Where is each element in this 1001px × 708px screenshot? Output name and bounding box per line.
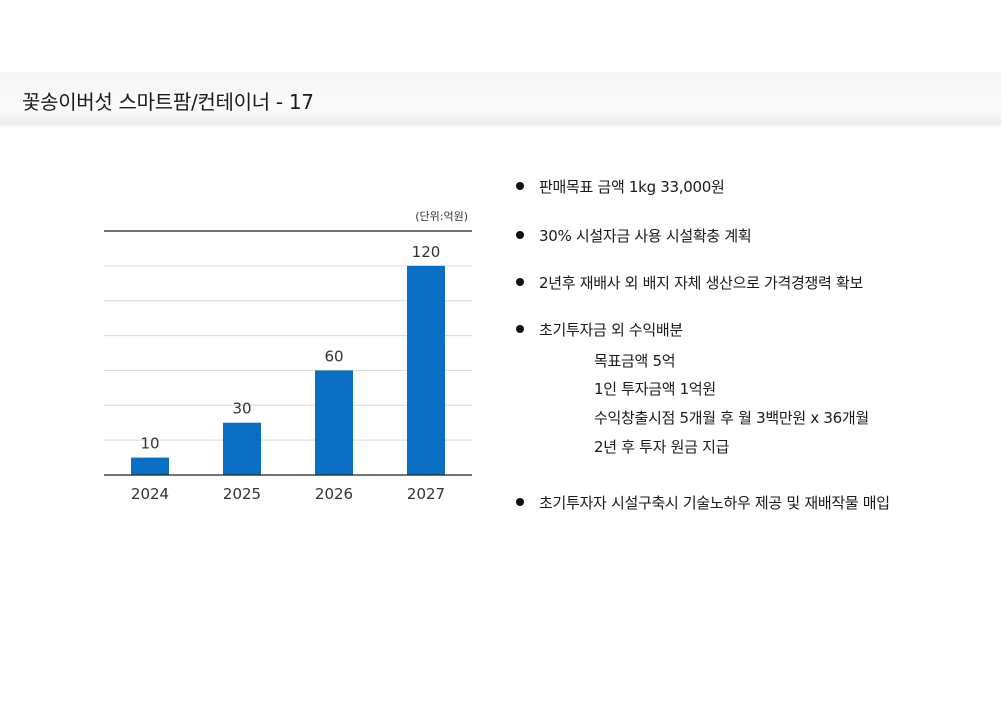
bar [315, 370, 353, 475]
bullet-dot-icon [516, 277, 524, 286]
bullet-item: 초기투자금 외 수익배분 [516, 319, 683, 340]
bullet-dot-icon [516, 324, 524, 333]
data-label: 10 [140, 435, 159, 453]
bullet-dot-icon [516, 230, 524, 239]
sub-item: 목표금액 5억 [594, 352, 676, 370]
bar [223, 422, 261, 475]
x-tick-label: 2026 [315, 485, 353, 503]
sub-item: 수익창출시점 5개월 후 월 3백만원 x 36개월 [594, 409, 869, 427]
bullet-item: 2년후 재배사 외 배지 자체 생산으로 가격경쟁력 확보 [516, 272, 863, 293]
bullet-dot-icon [516, 497, 524, 506]
bullet-text: 판매목표 금액 1kg 33,000원 [539, 178, 725, 196]
x-tick-label: 2025 [223, 485, 261, 503]
bar [131, 457, 169, 475]
bullet-text: 30% 시설자금 사용 시설확충 계획 [539, 227, 752, 245]
bullet-text: 초기투자금 외 수익배분 [539, 321, 683, 339]
data-label: 60 [324, 347, 343, 365]
chart-unit-label: (단위:억원) [415, 210, 468, 223]
bullet-text: 초기투자자 시설구축시 기술노하우 제공 및 재배작물 매입 [539, 494, 890, 512]
data-label: 120 [412, 243, 441, 261]
bullet-text: 2년후 재배사 외 배지 자체 생산으로 가격경쟁력 확보 [539, 274, 864, 292]
x-tick-label: 2024 [131, 485, 169, 503]
header-band [0, 72, 1001, 124]
bullet-item: 30% 시설자금 사용 시설확충 계획 [516, 225, 752, 246]
data-label: 30 [232, 400, 251, 418]
bar [407, 265, 445, 475]
bullet-item: 초기투자자 시설구축시 기술노하우 제공 및 재배작물 매입 [516, 492, 890, 513]
x-tick-label: 2027 [407, 485, 445, 503]
bullet-dot-icon [516, 181, 524, 190]
bullet-item: 판매목표 금액 1kg 33,000원 [516, 176, 725, 197]
sub-item: 2년 후 투자 원금 지급 [594, 438, 730, 456]
sub-item: 1인 투자금액 1억원 [594, 380, 716, 398]
page-title: 꽃송이버섯 스마트팜/컨테이너 - 17 [22, 90, 314, 114]
